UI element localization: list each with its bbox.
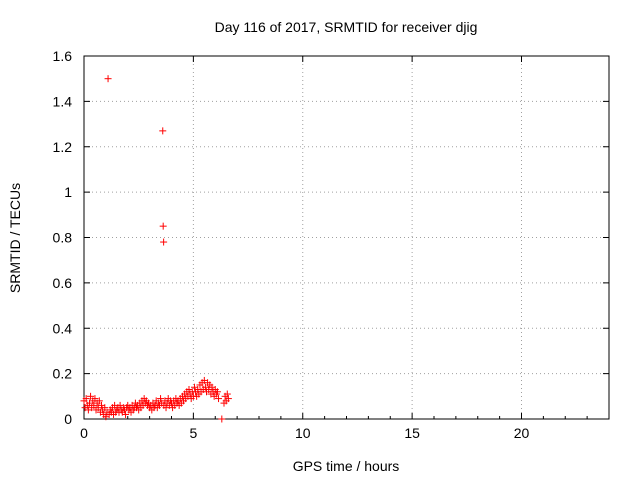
data-point (215, 395, 223, 403)
data-point (160, 238, 168, 246)
x-tick-label: 0 (80, 425, 88, 441)
data-point (82, 395, 90, 403)
grid-layer (84, 56, 609, 419)
y-tick-label: 1.2 (53, 139, 73, 155)
data-point (213, 388, 221, 396)
data-point (91, 395, 99, 403)
data-point (159, 127, 167, 135)
data-point (224, 395, 232, 403)
y-tick-label: 0.4 (53, 320, 73, 336)
data-point (87, 392, 95, 400)
x-tick-label: 20 (514, 425, 530, 441)
y-tick-label: 1.4 (53, 93, 73, 109)
data-point (218, 415, 226, 423)
data-point (104, 75, 112, 83)
data-point (101, 404, 109, 412)
y-axis-label: SRMTID / TECUs (7, 183, 23, 293)
axes-layer: 0 5 10 15 20 0 0.2 0.4 0.6 0.8 1 1.2 1.4 1.6 (53, 48, 610, 441)
chart-title: Day 116 of 2017, SRMTID for receiver dji… (215, 19, 478, 35)
y-tick-label: 0.6 (53, 275, 73, 291)
y-tick-label: 0.2 (53, 366, 73, 382)
x-tick-label: 15 (404, 425, 420, 441)
data-points-layer (80, 75, 232, 423)
data-point (95, 397, 103, 405)
plot-frame (83, 55, 610, 420)
data-point (159, 222, 167, 230)
y-tick-label: 0.8 (53, 230, 73, 246)
data-point (223, 390, 231, 398)
x-axis-label: GPS time / hours (293, 458, 400, 474)
y-tick-label: 1.6 (53, 48, 73, 64)
y-tick-label: 1 (64, 184, 72, 200)
x-tick-label: 10 (295, 425, 311, 441)
data-point (122, 410, 130, 418)
data-point (157, 395, 165, 403)
y-tick-label: 0 (64, 411, 72, 427)
x-tick-label: 5 (189, 425, 197, 441)
